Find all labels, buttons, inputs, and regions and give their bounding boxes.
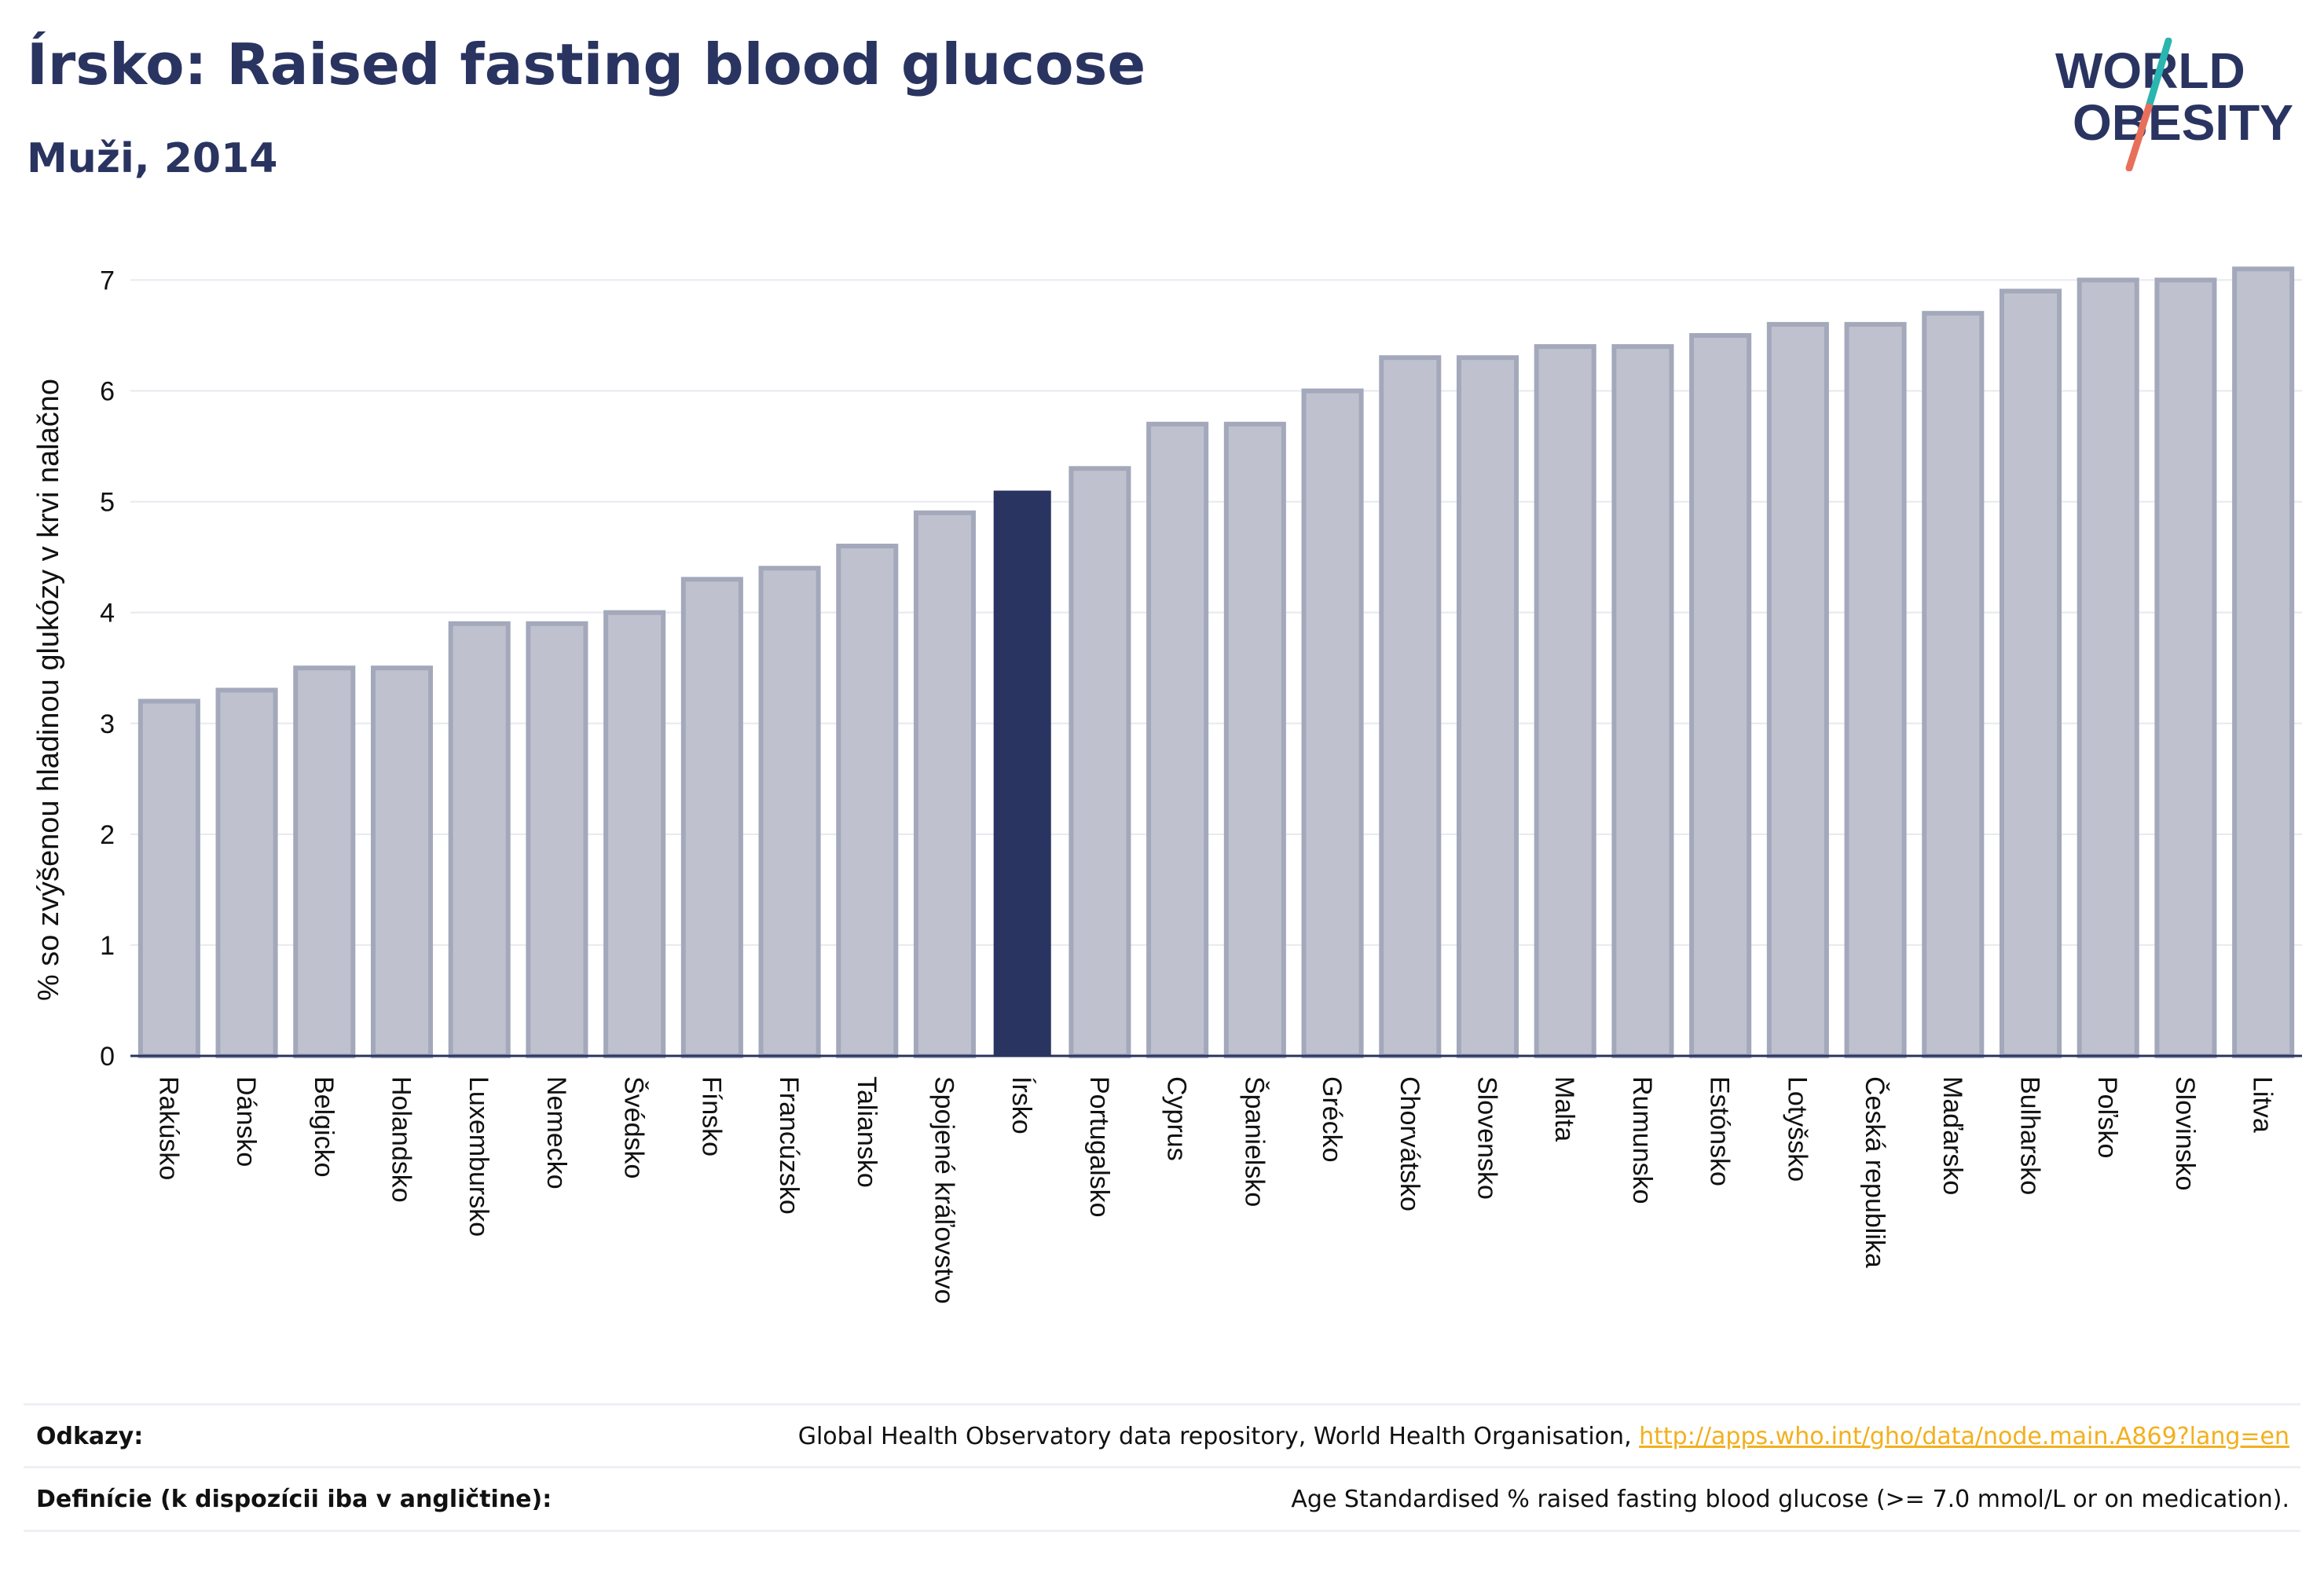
references-value: Global Health Observatory data repositor… xyxy=(798,1423,2300,1450)
x-tick-label: Spojené kráľovstvo xyxy=(929,1076,959,1304)
bar-Luxembursko xyxy=(448,621,511,1058)
x-tick-label: Nemecko xyxy=(541,1076,571,1189)
bar-Fínsko xyxy=(680,577,743,1058)
logo-slash-bottom xyxy=(2125,103,2153,171)
x-tick-label: Dánsko xyxy=(231,1076,261,1167)
bar-Nemecko xyxy=(526,621,588,1058)
references-text: Global Health Observatory data repositor… xyxy=(797,1422,1640,1450)
x-tick-label: Taliansko xyxy=(852,1076,882,1188)
bar-Bulharsko xyxy=(1999,288,2062,1058)
x-tick-label: Litva xyxy=(2248,1076,2278,1133)
bar-Rumunsko xyxy=(1611,344,1674,1059)
x-tick-label: Estónsko xyxy=(1705,1076,1735,1186)
definitions-value: Age Standardised % raised fasting blood … xyxy=(1291,1485,2289,1513)
x-tick-label: Maďarsko xyxy=(1937,1076,1967,1195)
x-tick-label: Luxembursko xyxy=(464,1076,493,1237)
page-subtitle: Muži, 2014 xyxy=(27,135,278,182)
page-title: Írsko: Raised fasting blood glucose xyxy=(27,31,1146,97)
bar-Maďarsko xyxy=(1922,310,1985,1058)
y-tick-label: 0 xyxy=(100,1042,115,1072)
bar-Lotyšsko xyxy=(1766,321,1829,1058)
bar-Česká republika xyxy=(1844,321,1907,1058)
x-tick-label: Portugalsko xyxy=(1084,1076,1114,1218)
x-tick-label: Rakúsko xyxy=(153,1076,183,1180)
bar-Portugalsko xyxy=(1069,466,1131,1058)
bar-Grécko xyxy=(1301,388,1364,1059)
y-tick-label: 5 xyxy=(100,488,115,518)
x-tick-label: Fínsko xyxy=(696,1076,726,1156)
logo-slash-top xyxy=(2145,38,2172,111)
x-tick-label: Írsko xyxy=(1006,1076,1036,1134)
y-tick-label: 3 xyxy=(100,709,115,739)
x-tick-label: Bulharsko xyxy=(2015,1076,2045,1195)
y-axis-label: % so zvýšenou hladinou glukózy v krvi na… xyxy=(32,379,65,1001)
x-tick-label: Cyprus xyxy=(1162,1076,1192,1161)
y-tick-label: 2 xyxy=(100,820,115,850)
x-tick-label: Belgicko xyxy=(309,1076,339,1178)
references-label: Odkazy: xyxy=(36,1422,144,1450)
bar-Belgicko xyxy=(293,665,356,1058)
x-tick-label: Malta xyxy=(1549,1076,1579,1142)
definitions-row: Definície (k dispozícii iba v angličtine… xyxy=(24,1466,2300,1532)
references-link[interactable]: http://apps.who.int/gho/data/node.main.A… xyxy=(1639,1422,2289,1450)
bar-Rakúsko xyxy=(137,698,200,1058)
x-tick-label: Česká republika xyxy=(1860,1076,1890,1268)
bar-Chorvátsko xyxy=(1379,355,1442,1058)
bars xyxy=(137,266,2295,1059)
x-tick-label: Rumunsko xyxy=(1627,1076,1657,1204)
axes: 0 1 2 3 4 5 6 7 Rakúsko Dánsko Belgicko Holandsko Lu… xyxy=(100,266,2302,1304)
x-tick-label: Poľsko xyxy=(2092,1076,2122,1158)
bar-Slovensko xyxy=(1456,355,1519,1058)
bar-Poľsko xyxy=(2077,277,2139,1058)
x-tick-label: Slovensko xyxy=(1472,1076,1502,1200)
bar-Malta xyxy=(1534,344,1596,1059)
bar-Dánsko xyxy=(215,687,278,1058)
bar-chart: 0 1 2 3 4 5 6 7 Rakúsko Dánsko Belgicko Holandsko Lu… xyxy=(32,266,2302,1304)
logo-line2: OBESITY xyxy=(2073,94,2293,151)
x-tick-label: Španielsko xyxy=(1239,1076,1269,1207)
x-tick-label: Lotyšsko xyxy=(1782,1076,1812,1182)
x-tick-label: Holandsko xyxy=(387,1076,416,1203)
world-obesity-logo: WORLD OBESITY xyxy=(2055,38,2293,171)
x-tick-label: Švédsko xyxy=(619,1076,649,1178)
y-tick-label: 7 xyxy=(100,266,115,295)
bar-Estónsko xyxy=(1689,332,1752,1058)
bar-Spojené kráľovstvo xyxy=(913,510,977,1058)
bar-Švédsko xyxy=(603,610,666,1058)
bar-Litva xyxy=(2232,266,2295,1058)
bar-Írsko xyxy=(993,490,1051,1056)
x-tick-label: Francúzsko xyxy=(774,1076,804,1215)
bar-Holandsko xyxy=(370,665,434,1058)
y-tick-label: 4 xyxy=(100,599,115,629)
x-tick-label: Slovinsko xyxy=(2170,1076,2200,1191)
bar-Francúzsko xyxy=(758,566,821,1058)
definitions-label: Definície (k dispozícii iba v angličtine… xyxy=(36,1485,552,1513)
references-row: Odkazy: Global Health Observatory data r… xyxy=(24,1403,2300,1467)
x-tick-label: Chorvátsko xyxy=(1395,1076,1424,1211)
bar-Španielsko xyxy=(1223,421,1286,1058)
bar-Taliansko xyxy=(836,544,899,1058)
y-tick-label: 1 xyxy=(100,931,115,961)
x-tick-label: Grécko xyxy=(1317,1076,1347,1163)
y-tick-label: 6 xyxy=(100,377,115,407)
bar-Slovinsko xyxy=(2154,277,2217,1058)
bar-Cyprus xyxy=(1146,421,1209,1058)
